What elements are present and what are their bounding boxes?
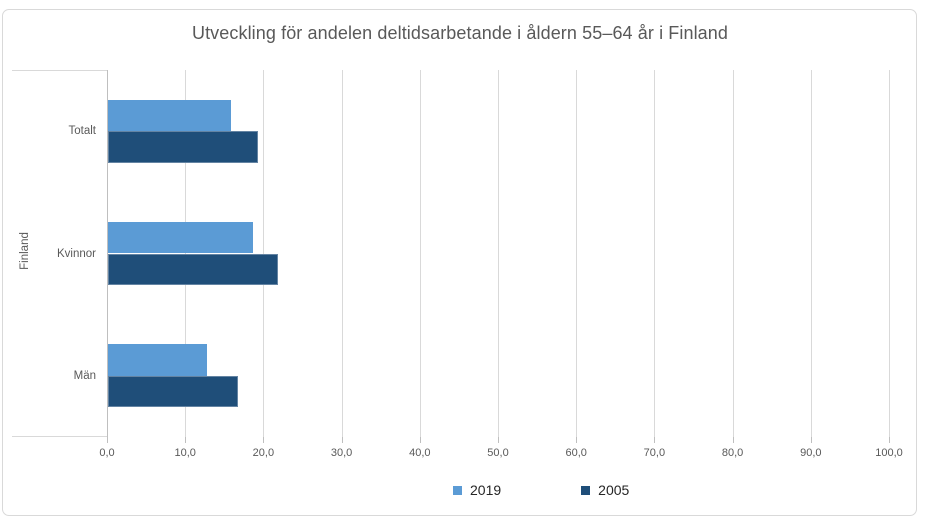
gridline — [810, 70, 812, 437]
x-axis-tick — [810, 437, 812, 443]
x-tick-label: 10,0 — [174, 447, 196, 459]
x-tick-label: 80,0 — [721, 447, 744, 459]
x-axis-tick — [419, 437, 421, 443]
x-axis-tick — [263, 437, 265, 443]
x-tick-label: 50,0 — [487, 447, 509, 459]
bar-2019-kvinnor — [108, 221, 253, 254]
bar-2005-totalt — [108, 131, 259, 163]
legend-label-2019: 2019 — [470, 482, 502, 498]
gridline — [341, 70, 343, 437]
x-axis-tick — [654, 437, 656, 443]
bar-2005-kvinnor — [108, 253, 279, 286]
gridline — [654, 70, 656, 437]
legend-swatch-2019-icon — [453, 485, 462, 495]
gridline — [732, 70, 734, 437]
legend-swatch-2005-icon — [581, 485, 591, 495]
chart-title: Utveckling för andelen deltidsarbetande … — [191, 23, 729, 43]
bar-2019-totalt — [108, 99, 231, 132]
legend-item-2019: 2019 — [453, 482, 501, 498]
x-axis-tick — [889, 437, 890, 443]
x-axis-tick — [341, 437, 343, 443]
x-tick-label: 0,0 — [99, 447, 115, 459]
legend-item-2005: 2005 — [581, 482, 629, 498]
x-tick-label: 30,0 — [330, 447, 353, 459]
x-axis-tick — [107, 437, 108, 443]
x-axis-tick — [185, 437, 187, 443]
category-group-separator — [12, 70, 107, 71]
gridline — [889, 70, 890, 437]
bar-2005-män — [108, 375, 238, 408]
x-tick-label: 60,0 — [565, 447, 587, 459]
x-tick-label: 70,0 — [643, 447, 666, 459]
category-label-totalt: Totalt — [68, 125, 97, 138]
gridline — [498, 70, 499, 437]
x-axis-tick — [576, 437, 578, 443]
gridline — [419, 70, 421, 437]
bar-2019-män — [108, 344, 207, 376]
category-label-kvinnor: Kvinnor — [57, 247, 96, 260]
x-axis-tick — [498, 437, 499, 443]
x-tick-label: 90,0 — [800, 447, 822, 459]
category-group-separator — [12, 436, 107, 437]
gridline — [576, 70, 578, 437]
category-label-män: Män — [73, 369, 96, 382]
x-tick-label: 20,0 — [252, 447, 275, 459]
x-tick-label: 40,0 — [409, 447, 431, 459]
legend: 2019 2005 — [453, 482, 629, 498]
legend-label-2005: 2005 — [598, 482, 630, 498]
x-axis-tick — [732, 437, 734, 443]
y-axis-line — [107, 70, 108, 437]
x-tick-label: 100,0 — [875, 447, 903, 459]
